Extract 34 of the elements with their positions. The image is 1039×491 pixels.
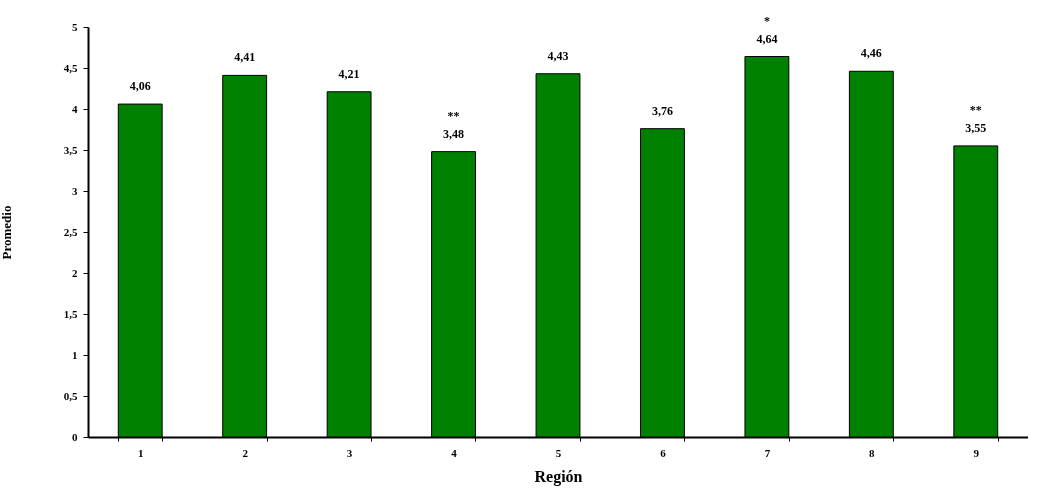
x-tick-label: 8 — [869, 446, 876, 459]
annotation: * — [763, 13, 770, 28]
data-label: 4,46 — [860, 46, 882, 61]
y-tick-label: 4 — [72, 102, 78, 115]
x-tick-label: 9 — [973, 446, 980, 459]
annotation: ** — [969, 102, 982, 117]
y-tick-label: 4,5 — [63, 61, 78, 74]
x-tick-label: 5 — [555, 446, 562, 459]
x-tick-label: 3 — [346, 446, 353, 459]
data-label: 3,48 — [443, 126, 465, 141]
data-label: 4,43 — [547, 48, 569, 63]
y-tick-label: 1 — [72, 348, 78, 361]
data-label: 4,64 — [756, 31, 778, 46]
y-tick-label: 5 — [72, 20, 78, 33]
y-tick-label: 0,5 — [63, 389, 78, 402]
y-axis-title: Promedio — [0, 205, 14, 260]
data-label: 4,21 — [338, 66, 360, 81]
y-tick-label: 2,5 — [63, 225, 78, 238]
x-tick-label: 4 — [451, 446, 458, 459]
x-tick-label: 1 — [137, 446, 144, 459]
y-tick-label: 1,5 — [63, 307, 78, 320]
data-label: 3,55 — [965, 120, 987, 135]
x-tick-label: 2 — [242, 446, 249, 459]
x-axis-title: Región — [534, 467, 583, 486]
x-tick-label: 6 — [660, 446, 667, 459]
y-tick-label: 3 — [72, 184, 78, 197]
data-label: 4,41 — [234, 50, 256, 65]
annotation: ** — [447, 108, 460, 123]
y-tick-label: 3,5 — [63, 143, 78, 156]
y-tick-label: 2 — [72, 266, 78, 279]
x-tick-label: 7 — [764, 446, 771, 459]
y-tick-label: 0 — [72, 430, 78, 443]
data-label: 3,76 — [651, 103, 673, 118]
data-label: 4,06 — [129, 79, 151, 94]
